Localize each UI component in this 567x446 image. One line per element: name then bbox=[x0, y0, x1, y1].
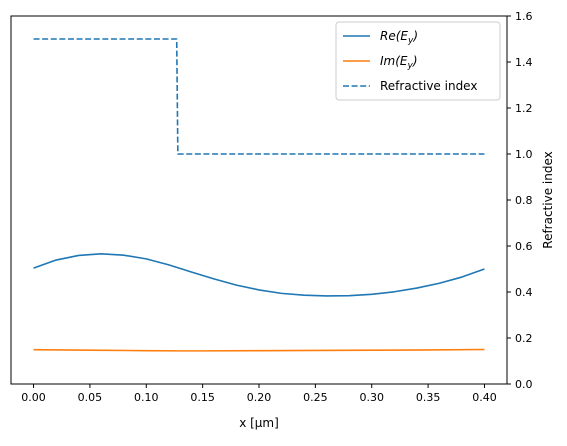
series-layer bbox=[33, 38, 485, 352]
y-tick-label: 1.0 bbox=[515, 148, 533, 161]
axes-layer: 0.00 0.05 0.10 0.15 0.20 0.25 0.30 0.35 0.40 0.0 0… bbox=[10, 10, 533, 404]
y-tick-label: 1.4 bbox=[515, 56, 533, 69]
x-tick-label: 0.05 bbox=[78, 391, 103, 404]
y-tick-label: 0.8 bbox=[515, 194, 533, 207]
series-line-2 bbox=[33, 38, 485, 155]
x-tick-label: 0.40 bbox=[472, 391, 497, 404]
series-line-0 bbox=[33, 253, 485, 297]
x-tick-label: 0.15 bbox=[190, 391, 215, 404]
series-line-1 bbox=[33, 348, 485, 352]
y-tick-label: 1.2 bbox=[515, 102, 533, 115]
y-tick-label: 1.6 bbox=[515, 10, 533, 23]
legend-label: Im(Ey) bbox=[380, 54, 418, 71]
x-axis-label: x [μm] bbox=[239, 416, 279, 430]
y-tick-label: 0.6 bbox=[515, 240, 533, 253]
y-axis-label-right: Refractive index bbox=[541, 151, 555, 248]
x-tick-label: 0.25 bbox=[303, 391, 328, 404]
y-tick-label: 0.2 bbox=[515, 332, 533, 345]
y-tick-label: 0.0 bbox=[515, 378, 533, 391]
x-tick-label: 0.10 bbox=[134, 391, 159, 404]
legend-label: Re(Ey) bbox=[380, 29, 418, 46]
x-tick-label: 0.30 bbox=[359, 391, 384, 404]
legend-label: Refractive index bbox=[380, 79, 477, 93]
legend-box bbox=[335, 21, 501, 101]
legend: Re(Ey) Im(Ey) Refractive index bbox=[335, 21, 501, 101]
x-tick-label: 0.20 bbox=[247, 391, 272, 404]
y-tick-label: 0.4 bbox=[515, 286, 533, 299]
x-tick-label: 0.35 bbox=[416, 391, 441, 404]
x-tick-label: 0.00 bbox=[21, 391, 46, 404]
